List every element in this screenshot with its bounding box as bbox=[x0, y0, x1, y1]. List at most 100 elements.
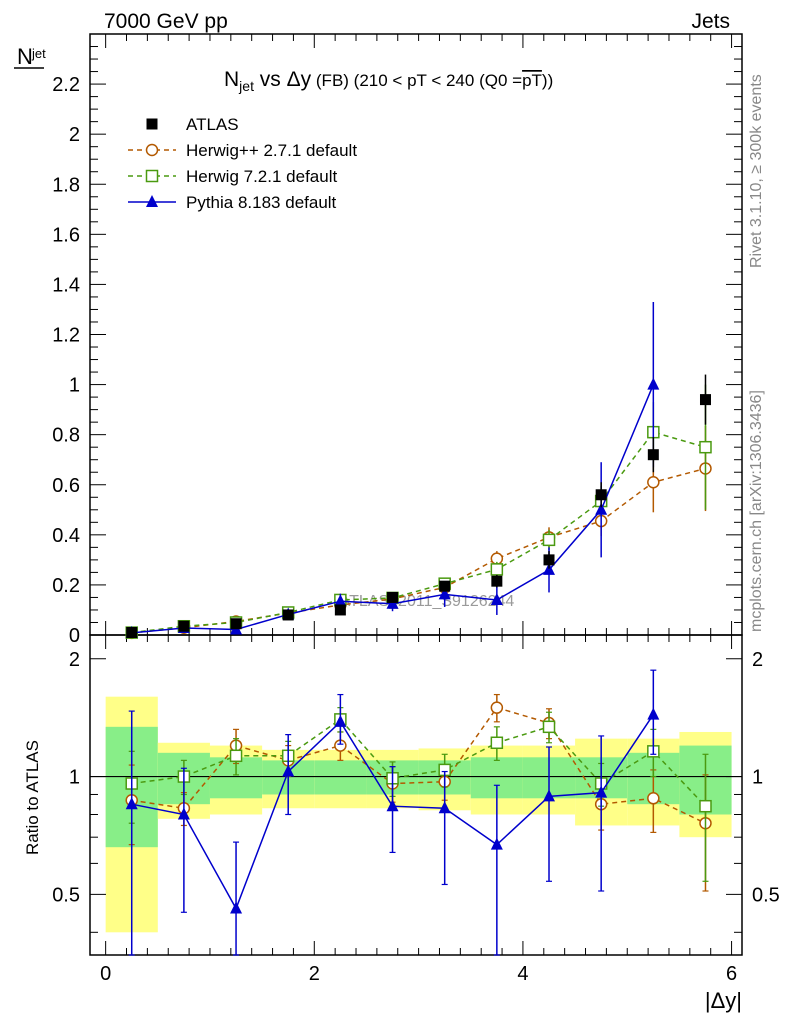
legend-marker bbox=[145, 169, 159, 183]
title-fb: (FB) bbox=[311, 71, 354, 90]
ratio-point bbox=[647, 707, 660, 720]
y-tick-label: 1.6 bbox=[52, 224, 80, 246]
legend-label: Herwig++ 2.7.1 default bbox=[186, 141, 357, 160]
legend-marker bbox=[145, 143, 159, 157]
title-n: N bbox=[224, 68, 239, 91]
ratio-point bbox=[125, 797, 138, 810]
chart-title: Njet vs Δy (FB) (210 < pT < 240 (Q0 =pT)… bbox=[224, 68, 553, 94]
ratio-point bbox=[282, 764, 295, 777]
atlas-point bbox=[387, 591, 399, 603]
series-line bbox=[131, 431, 706, 634]
atlas-point bbox=[126, 626, 138, 638]
ratio-point bbox=[334, 714, 347, 727]
data-point bbox=[647, 475, 660, 489]
ratio-point bbox=[177, 807, 190, 820]
ratio-point bbox=[490, 701, 504, 714]
y-tick-label: 0.8 bbox=[52, 425, 80, 447]
ratio-point bbox=[699, 799, 712, 813]
process-label: Jets bbox=[691, 10, 730, 33]
y-tick-label: 1 bbox=[69, 375, 80, 397]
title-dy: Δy bbox=[287, 68, 312, 91]
ratio-frame bbox=[89, 634, 743, 956]
band-inner bbox=[314, 760, 367, 795]
legend-label: Herwig 7.2.1 default bbox=[186, 167, 337, 186]
energy-label: 7000 GeV pp bbox=[104, 10, 228, 33]
y-tick-label: 1.4 bbox=[52, 274, 80, 296]
ratio-y-tick-label-right: 1 bbox=[752, 767, 763, 789]
ylabel-sub: jet bbox=[31, 46, 46, 61]
data-point bbox=[543, 562, 556, 575]
x-tick-label: 0 bbox=[100, 963, 111, 985]
atlas-point bbox=[334, 604, 346, 616]
ratio-point bbox=[647, 792, 660, 805]
x-tick-label: 2 bbox=[309, 963, 320, 985]
data-point bbox=[647, 377, 660, 390]
legend: ATLAS Herwig++ 2.7.1 default Herwig 7.2.1 … bbox=[128, 115, 357, 212]
data-point bbox=[595, 502, 608, 515]
legend-label: Pythia 8.183 default bbox=[186, 193, 337, 212]
title-range: (210 < pT < 240 (Q0 = bbox=[354, 71, 522, 90]
y-tick-label: 1.2 bbox=[52, 325, 80, 347]
y-tick-label: 0.4 bbox=[52, 525, 80, 547]
title-close: )) bbox=[542, 71, 553, 90]
main-ylabel: N jet bbox=[14, 44, 46, 69]
legend-label: ATLAS bbox=[186, 115, 239, 134]
y-tick-label: 2.2 bbox=[52, 74, 80, 96]
atlas-point bbox=[491, 575, 503, 587]
title-vs: vs bbox=[254, 68, 287, 91]
data-point bbox=[699, 440, 712, 454]
ratio-line bbox=[131, 718, 707, 807]
atlas-point bbox=[230, 618, 242, 630]
svg-text:Njet vs Δy (FB) (210 < pT < 24: Njet vs Δy (FB) (210 < pT < 240 (Q0 =pT)… bbox=[224, 68, 553, 94]
ratio-y-tick-label-right: 2 bbox=[752, 649, 763, 671]
ratio-point bbox=[229, 749, 243, 763]
rivet-label: Rivet 3.1.10, ≥ 300k events bbox=[748, 74, 765, 268]
y-tick-label: 2 bbox=[69, 124, 80, 146]
ratio-y-tick-label: 0.5 bbox=[52, 884, 80, 906]
uncertainty-bands bbox=[90, 696, 742, 933]
atlas-point bbox=[543, 554, 555, 566]
data-point bbox=[542, 533, 556, 547]
ratio-point bbox=[230, 901, 243, 914]
ratio-point bbox=[595, 785, 608, 798]
title-ptbar: pT bbox=[522, 71, 542, 90]
y-tick-label: 1.8 bbox=[52, 174, 80, 196]
x-tick-label: 4 bbox=[517, 963, 528, 985]
ratio-point bbox=[490, 837, 503, 850]
main-series bbox=[125, 301, 712, 640]
atlas-point bbox=[178, 620, 190, 632]
atlas-point bbox=[699, 394, 711, 406]
xlabel: |Δy| bbox=[705, 988, 742, 1013]
atlas-point bbox=[439, 580, 451, 592]
y-tick-label: 0.6 bbox=[52, 475, 80, 497]
legend-marker bbox=[146, 118, 158, 130]
series-line bbox=[131, 467, 706, 634]
ratio-point bbox=[490, 736, 504, 750]
ratio-point bbox=[386, 799, 399, 812]
x-tick-label: 6 bbox=[726, 963, 737, 985]
legend-marker bbox=[146, 195, 158, 207]
data-point bbox=[438, 587, 451, 600]
axis-ticks: 0 2 4 600.20.40.60.811.21.41.61.822.20.5 0.5… bbox=[52, 33, 780, 985]
ratio-point bbox=[438, 801, 451, 814]
data-point bbox=[334, 594, 347, 607]
ratio-ylabel: Ratio to ATLAS bbox=[23, 740, 42, 855]
title-n-sub: jet bbox=[238, 78, 254, 94]
ratio-series bbox=[125, 669, 712, 956]
ratio-point bbox=[543, 789, 556, 802]
atlas-point bbox=[647, 449, 659, 461]
data-point bbox=[490, 563, 504, 576]
ratio-point bbox=[542, 720, 556, 734]
ratio-y-tick-label: 2 bbox=[69, 649, 80, 671]
atlas-point bbox=[595, 489, 607, 501]
y-tick-label: 0 bbox=[69, 625, 80, 647]
ylabel-n: N bbox=[17, 44, 33, 69]
ratio-line bbox=[131, 706, 706, 824]
atlas-point bbox=[282, 609, 294, 621]
y-tick-label: 0.2 bbox=[52, 575, 80, 597]
ratio-y-tick-label: 1 bbox=[69, 767, 80, 789]
ratio-y-tick-label-right: 0.5 bbox=[752, 884, 780, 906]
data-point bbox=[490, 592, 503, 605]
mcplots-label: mcplots.cern.ch [arXiv:1306.3436] bbox=[748, 390, 765, 632]
